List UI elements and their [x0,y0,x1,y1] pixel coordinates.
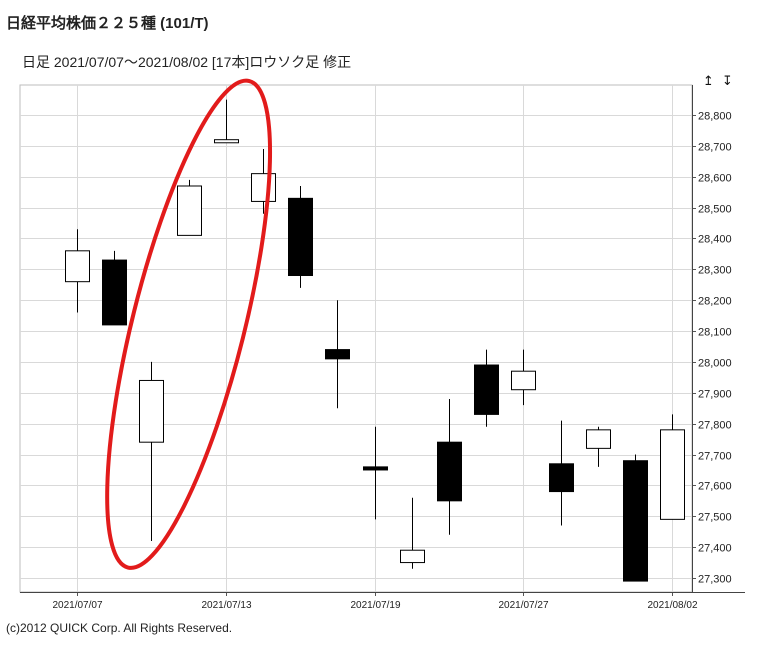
candle-body-down [549,463,574,493]
y-tick-label: 28,100 [698,327,732,339]
y-tick-label: 28,500 [698,204,732,216]
scale-arrows-icon[interactable]: ↥ ↧ [703,74,735,89]
y-tick-label: 28,400 [698,234,732,246]
chart-title: 日経平均株価２２５種 (101/T) [6,15,209,32]
candle-body-up [660,429,685,520]
candle-body-down [474,364,499,415]
y-tick-label: 27,700 [698,451,732,463]
copyright-text: (c)2012 QUICK Corp. All Rights Reserved. [6,621,233,635]
x-tick-label: 2021/07/19 [350,600,400,611]
candle-body-down [623,460,648,582]
y-tick-label: 27,400 [698,543,732,555]
y-tick-label: 28,600 [698,173,732,185]
annotation-ellipse [105,78,273,570]
candle-body-down [102,259,127,326]
candle-body-up [177,185,202,236]
candle-body-down [437,441,462,502]
y-tick-label: 27,300 [698,574,732,586]
candle-body-down [288,197,313,277]
y-tick-label: 28,200 [698,296,732,308]
candle-body-up [251,173,276,202]
x-tick-label: 2021/07/27 [498,600,548,611]
y-tick-label: 27,900 [698,389,732,401]
plot-frame [19,84,693,593]
x-tick-label: 2021/07/07 [52,600,102,611]
candle-body-down [363,466,388,471]
y-tick-label: 27,800 [698,420,732,432]
candle-body-up [214,139,239,144]
candle-body-down [325,349,350,360]
y-tick-label: 28,300 [698,265,732,277]
candle-body-up [400,549,425,564]
x-tick-label: 2021/07/13 [201,600,251,611]
y-tick-label: 28,000 [698,358,732,370]
candle-body-up [586,429,611,449]
y-tick-label: 27,600 [698,481,732,493]
candle-body-up [139,379,164,443]
y-tick-label: 28,800 [698,111,732,123]
y-tick-label: 28,700 [698,142,732,154]
candle-body-up [65,250,90,283]
chart-subtitle: 日足 2021/07/07～2021/08/02 [17本]ロウソク足 修正 [22,54,352,70]
x-tick-label: 2021/08/02 [647,600,697,611]
y-tick-label: 27,500 [698,512,732,524]
candle-body-up [511,370,536,391]
